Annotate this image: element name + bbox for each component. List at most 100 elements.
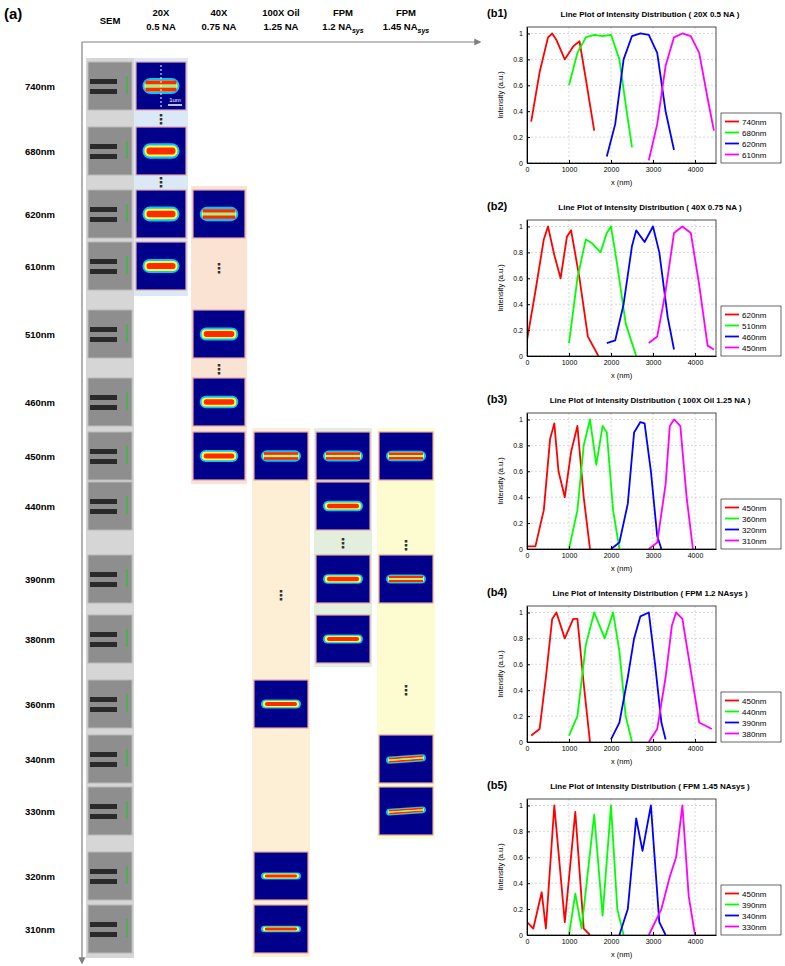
microscope-image	[316, 555, 370, 603]
image-background	[193, 432, 245, 480]
tick-label: 2000	[604, 938, 620, 945]
column-header: 40X	[211, 7, 229, 18]
grid-line	[527, 690, 716, 691]
sem-bar	[90, 879, 117, 884]
y-axis-line	[527, 28, 528, 164]
row-label: 390nm	[25, 574, 55, 585]
data-line	[649, 226, 714, 349]
legend-label: 450nm	[742, 344, 767, 353]
grid-line	[653, 220, 654, 356]
tick-label: 2000	[604, 166, 620, 173]
microscope-image: 1um	[136, 62, 186, 110]
tick-label: 0.8	[513, 249, 523, 256]
x-axis: 01000200030004000	[526, 739, 717, 752]
sem-bar	[90, 144, 117, 149]
ellipsis: ⋮	[212, 361, 226, 377]
tick-label: 0.4	[513, 108, 523, 115]
plot-marks	[527, 419, 693, 549]
tick-mark	[569, 739, 570, 742]
legend-box	[721, 113, 781, 163]
image-halo	[200, 327, 238, 340]
column-subheader-subscript: sys	[418, 27, 430, 35]
tick-mark	[527, 716, 530, 717]
row-label: 610nm	[25, 261, 55, 272]
tick-mark	[653, 353, 654, 356]
image-line	[203, 209, 235, 212]
image-core	[265, 928, 297, 931]
row-label: 320nm	[25, 871, 55, 882]
ellipsis: ⋮	[154, 174, 168, 190]
sem-bar	[90, 869, 117, 874]
sem-background	[88, 787, 132, 835]
tick: 1	[519, 609, 530, 616]
tick-label: 0	[519, 546, 523, 553]
image-core	[204, 399, 234, 405]
image-background	[316, 555, 370, 603]
tick-label: 1000	[562, 552, 578, 559]
sem-background	[88, 378, 132, 426]
grid-line	[527, 523, 716, 524]
tick-label: 0.6	[513, 661, 523, 668]
tick-label: 0.8	[513, 635, 523, 642]
sem-bar	[90, 752, 117, 757]
sem-bar	[90, 395, 117, 400]
column-subheader: 0.5 NA	[146, 21, 176, 32]
image-feature	[143, 143, 180, 158]
image-line	[389, 580, 423, 582]
row-label: 330nm	[25, 806, 55, 817]
sem-bar	[90, 79, 117, 84]
tick-mark	[611, 353, 612, 356]
tick-label: 1000	[562, 359, 578, 366]
image-gap	[326, 455, 360, 456]
tick: 0	[519, 739, 530, 746]
legend-swatch	[725, 143, 739, 145]
column-strip	[134, 58, 188, 296]
image-halo	[323, 501, 363, 511]
sem-bar	[90, 269, 117, 274]
image-core	[147, 263, 176, 269]
y-axis-title: Intensity (a.u.)	[496, 843, 505, 891]
image-mid	[202, 329, 236, 338]
legend-box	[721, 499, 781, 549]
sem-bar	[90, 932, 117, 937]
image-background	[316, 432, 370, 480]
sem-image	[88, 787, 132, 835]
ellipsis: ⋮	[399, 682, 413, 698]
sem-background	[88, 62, 132, 110]
grid-line	[527, 111, 716, 112]
image-halo	[143, 207, 180, 222]
legend-label: 310nm	[742, 537, 767, 546]
tick: 4000	[688, 546, 704, 559]
sem-bar	[90, 632, 117, 637]
tick: 0	[519, 353, 530, 360]
y-axis-line	[527, 414, 528, 550]
tick-mark	[611, 160, 612, 163]
image-gap	[389, 757, 423, 760]
legend-box	[721, 692, 781, 742]
image-halo	[261, 872, 301, 879]
x-axis-title: x (nm)	[611, 371, 633, 380]
image-mid	[202, 398, 236, 407]
data-line	[611, 612, 666, 739]
y-axis-title: Intensity (a.u.)	[496, 650, 505, 698]
x-axis: 01000200030004000	[526, 546, 717, 559]
tick: 1	[519, 802, 530, 809]
microscope-image	[254, 432, 308, 480]
tick-mark	[527, 252, 530, 253]
ellipsis: ⋮	[274, 587, 288, 603]
image-background	[136, 190, 186, 238]
legend-swatch	[725, 347, 739, 349]
sem-image	[88, 555, 132, 603]
image-feature	[323, 634, 363, 643]
legend-box	[721, 885, 781, 935]
image-core	[327, 504, 359, 509]
column-subheader: 1.25 NA	[264, 21, 299, 32]
tick-label: 0.8	[513, 442, 523, 449]
legend-swatch	[725, 154, 739, 156]
image-line	[264, 457, 298, 460]
tick: 0.8	[513, 442, 530, 449]
row-label: 310nm	[25, 924, 55, 935]
legend-label: 510nm	[742, 322, 767, 331]
grid-line	[527, 278, 716, 279]
image-mid	[145, 209, 178, 219]
